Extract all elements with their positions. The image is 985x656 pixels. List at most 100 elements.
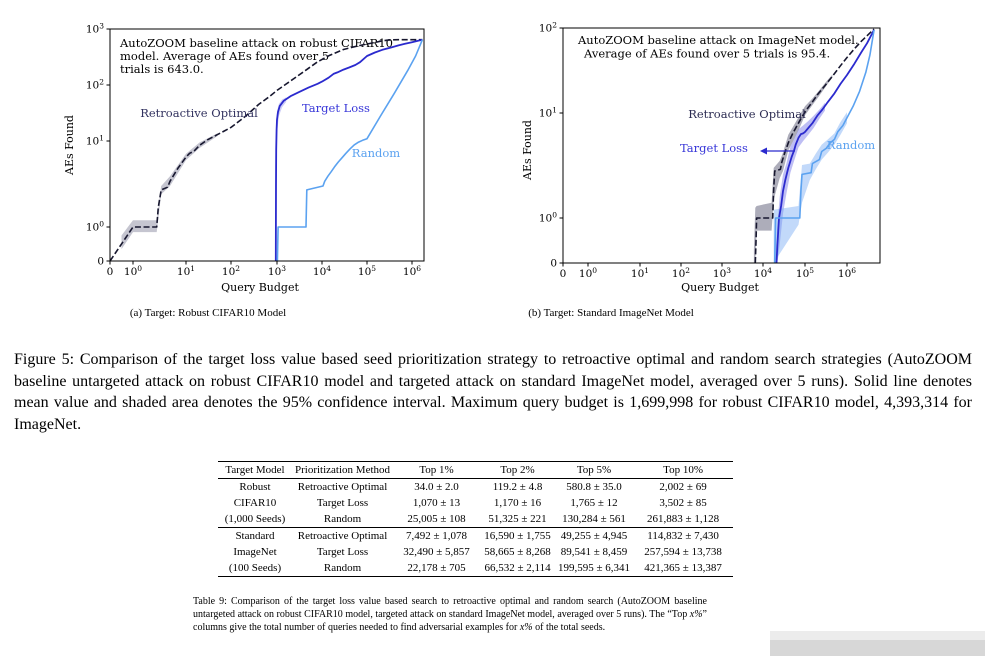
table-cell: 119.2 ± 4.8	[492, 481, 543, 493]
y-tick-label: 103	[86, 22, 104, 36]
table-header-row: Target Model Prioritization Method Top 1% T…	[218, 462, 734, 479]
annotation-line: AutoZOOM baseline attack on robust CIFAR…	[119, 36, 393, 50]
plot-border	[109, 28, 425, 262]
subcaption-b: (b) Target: Standard ImageNet Model	[528, 307, 694, 319]
table-cell: Target Loss	[316, 546, 369, 558]
table-cell: 89,541 ± 8,459	[560, 546, 628, 558]
figure-5-charts: 0 100 101 102 103 104 105 106 0 100 101 102 103 Query…	[63, 21, 881, 294]
series-line-target-loss	[274, 38, 423, 261]
x-tick-label: 106	[838, 266, 856, 280]
x-axis-label: Query Budget	[681, 281, 759, 294]
table-cell: 7,492 ± 1,078	[405, 530, 468, 542]
series-label-retroactive-optimal: Retroactive Optimal	[140, 106, 258, 120]
y-tick-label: 100	[539, 211, 557, 225]
table-cell: 16,590 ± 1,755	[484, 530, 551, 542]
table-cell: 2,002 ± 69	[659, 481, 707, 493]
annotation-line: Average of AEs found over 5 trials is 95…	[583, 47, 830, 61]
table-header-cell: Top 5%	[576, 464, 612, 476]
table-cell: 421,365 ± 13,387	[644, 562, 722, 574]
table-cell: 51,325 ± 221	[488, 513, 547, 525]
x-tick-label: 103	[268, 264, 286, 278]
table-cell: Target Loss	[316, 497, 369, 509]
x-tick-label: 100	[124, 264, 142, 278]
series-line-retroactive-optimal	[110, 38, 423, 261]
table-cell: Random	[323, 562, 362, 574]
table-cell: 1,765 ± 12	[570, 497, 618, 509]
table-cell: (100 Seeds)	[228, 562, 282, 574]
annotation-line: model. Average of AEs found over 5	[120, 49, 329, 63]
x-tick-label: 105	[796, 266, 814, 280]
y-tick-label: 0	[550, 258, 557, 270]
results-table: Target Model Prioritization Method Top 1% T…	[218, 461, 734, 577]
table-row: Robust Retroactive Optimal 34.0 ± 2.0 119.2…	[218, 479, 733, 496]
x-tick-label: 0	[560, 268, 567, 280]
series-label-random: Random	[827, 138, 875, 152]
y-tick-label: 0	[97, 256, 104, 268]
table-cell: 580.8 ± 35.0	[566, 481, 622, 493]
table-cell: 199,595 ± 6,341	[558, 562, 631, 574]
x-tick-label: 104	[313, 264, 331, 278]
table-caption-italic: x%	[519, 621, 533, 633]
ci-band-random	[773, 112, 847, 263]
y-axis-label: AEs Found	[521, 120, 534, 181]
x-axis-label: Query Budget	[221, 281, 299, 294]
table-caption-text: of the total seeds.	[532, 621, 606, 633]
screenshot-artifact-light	[770, 631, 985, 640]
y-tick-label: 102	[539, 21, 557, 35]
table-header-cell: Top 10%	[663, 464, 703, 476]
screenshot-artifact-dark	[770, 640, 985, 656]
x-tick-label: 100	[579, 266, 597, 280]
table-cell: 25,005 ± 108	[407, 513, 466, 525]
table-cell: Retroactive Optimal	[297, 481, 388, 493]
table-cell: 66,532 ± 2,114	[484, 562, 551, 574]
table-cell: CIFAR10	[233, 497, 277, 509]
y-tick-label: 101	[539, 106, 557, 120]
table-row: (100 Seeds) Random 22,178 ± 705 66,532 ± 2,…	[218, 560, 733, 577]
y-tick-label: 100	[86, 220, 104, 234]
x-tick-label: 104	[754, 266, 772, 280]
y-axis-label: AEs Found	[63, 115, 76, 176]
table-cell: Standard	[235, 530, 275, 542]
table-header-cell: Prioritization Method	[295, 464, 391, 476]
table-cell: 130,284 ± 561	[562, 513, 626, 525]
table-header-cell: Top 2%	[500, 464, 535, 476]
x-tick-label: 102	[222, 264, 240, 278]
ci-band-retroactive-optimal	[121, 133, 218, 250]
x-tick-label: 101	[177, 264, 195, 278]
subcaption-a: (a) Target: Robust CIFAR10 Model	[129, 307, 287, 319]
series-label-target-loss: Target Loss	[680, 141, 748, 155]
table-row: ImageNet Target Loss 32,490 ± 5,857 58,665 …	[218, 544, 733, 560]
table-cell: 257,594 ± 13,738	[644, 546, 722, 558]
table-cell: 1,170 ± 16	[493, 497, 542, 509]
series-line-target-loss	[775, 29, 875, 263]
y-tick-label: 102	[86, 78, 104, 92]
series-line-retroactive-optimal	[754, 28, 875, 263]
series-line-random	[773, 30, 875, 263]
ci-band-retroactive-optimal	[753, 74, 833, 263]
table-row: Standard Retroactive Optimal 7,492 ± 1,078…	[218, 528, 733, 545]
table-cell: Retroactive Optimal	[297, 530, 388, 542]
table-cell: 114,832 ± 7,430	[647, 530, 719, 542]
table-header-cell: Target Model	[225, 464, 285, 476]
table-cell: (1,000 Seeds)	[224, 513, 286, 525]
series-label-random: Random	[352, 146, 400, 160]
table-caption-text: Table 9: Comparison of the target loss v…	[193, 596, 707, 620]
plot-border	[562, 27, 881, 264]
figure-caption: Figure 5: Comparison of the target loss …	[14, 351, 972, 433]
series-line-random	[276, 39, 424, 261]
table-row: CIFAR10 Target Loss 1,070 ± 13 1,170 ± 16 1,…	[218, 495, 733, 511]
target-loss-arrowhead	[760, 147, 767, 155]
table-cell: 1,070 ± 13	[412, 497, 461, 509]
table-caption-text: ” columns give the total number of queri…	[193, 608, 707, 633]
table-header-cell: Top 1%	[419, 464, 454, 476]
x-tick-label: 106	[403, 264, 421, 278]
table-cell: 3,502 ± 85	[659, 497, 707, 509]
series-label-target-loss: Target Loss	[302, 101, 370, 115]
annotation-line: trials is 643.0.	[120, 62, 204, 76]
table-cell: Robust	[239, 481, 271, 493]
table-cell: Random	[323, 513, 362, 525]
x-tick-label: 105	[358, 264, 376, 278]
table-row: (1,000 Seeds) Random 25,005 ± 108 51,325 ± …	[218, 511, 734, 528]
